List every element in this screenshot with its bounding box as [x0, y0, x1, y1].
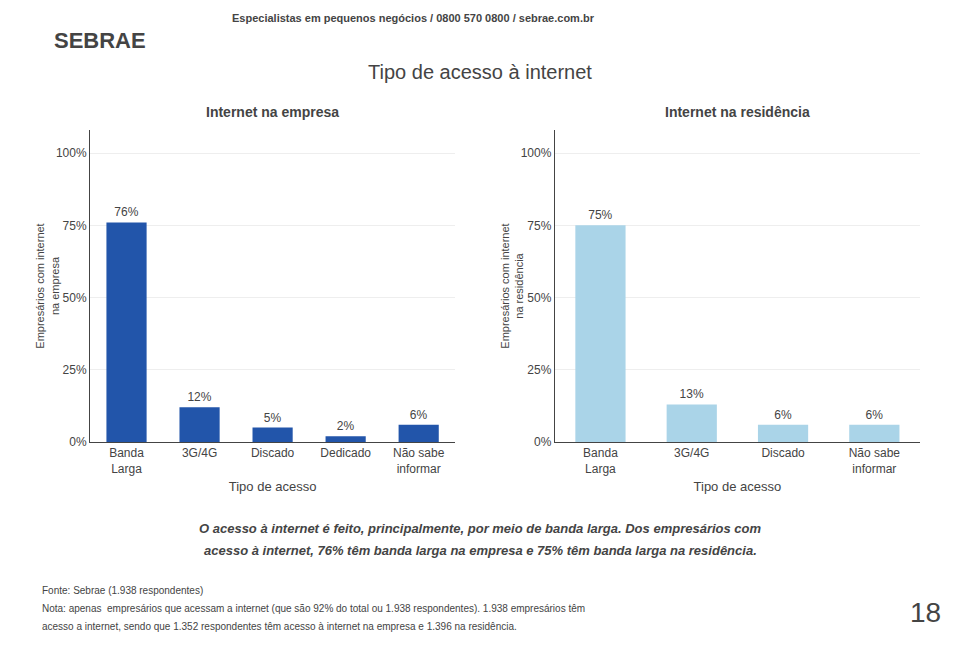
svg-text:Empresários com internetna emp: Empresários com internetna empresa — [34, 223, 60, 348]
svg-text:O acesso à internet é feito, p: O acesso à internet é feito, principalme… — [199, 521, 762, 536]
svg-text:75%: 75% — [588, 208, 612, 222]
svg-text:Dedicado: Dedicado — [320, 446, 371, 460]
svg-text:Tipo de acesso: Tipo de acesso — [694, 479, 782, 494]
svg-text:75%: 75% — [63, 219, 87, 233]
svg-text:BandaLarga: BandaLarga — [583, 446, 618, 476]
svg-text:25%: 25% — [527, 363, 551, 377]
svg-text:50%: 50% — [63, 291, 87, 305]
svg-text:SEBRAE: SEBRAE — [54, 28, 146, 53]
svg-text:100%: 100% — [521, 146, 552, 160]
svg-text:76%: 76% — [114, 205, 138, 219]
svg-text:18: 18 — [910, 597, 941, 628]
svg-text:25%: 25% — [63, 363, 87, 377]
svg-text:Tipo de acesso: Tipo de acesso — [229, 479, 317, 494]
svg-text:6%: 6% — [774, 408, 792, 422]
svg-text:Não sabeinformar: Não sabeinformar — [849, 446, 901, 476]
svg-text:0%: 0% — [534, 435, 552, 449]
svg-text:Empresários com internetna res: Empresários com internetna residência — [499, 223, 525, 348]
svg-text:0%: 0% — [69, 435, 87, 449]
svg-text:12%: 12% — [187, 390, 211, 404]
svg-text:acesso à internet, 76% têm ban: acesso à internet, 76% têm banda larga n… — [204, 543, 757, 558]
svg-text:100%: 100% — [56, 146, 87, 160]
svg-text:5%: 5% — [264, 411, 282, 425]
svg-text:Internet na empresa: Internet na empresa — [206, 104, 339, 120]
svg-text:Discado: Discado — [761, 446, 805, 460]
svg-text:BandaLarga: BandaLarga — [109, 446, 144, 476]
svg-text:2%: 2% — [337, 419, 355, 433]
svg-text:50%: 50% — [527, 291, 551, 305]
svg-text:3G/4G: 3G/4G — [674, 446, 709, 460]
svg-text:6%: 6% — [866, 408, 884, 422]
svg-text:13%: 13% — [680, 387, 704, 401]
svg-text:75%: 75% — [527, 219, 551, 233]
svg-text:acesso a internet, sendo que 1: acesso a internet, sendo que 1.352 respo… — [42, 621, 517, 632]
svg-text:6%: 6% — [410, 408, 428, 422]
svg-text:Discado: Discado — [251, 446, 295, 460]
svg-text:Especialistas em pequenos negó: Especialistas em pequenos negócios / 080… — [232, 12, 595, 24]
svg-text:Internet na residência: Internet na residência — [665, 104, 810, 120]
svg-text:Fonte: Sebrae (1.938 responden: Fonte: Sebrae (1.938 respondentes) — [42, 585, 203, 596]
svg-text:Não sabeinformar: Não sabeinformar — [393, 446, 445, 476]
svg-text:Tipo de acesso à internet: Tipo de acesso à internet — [368, 61, 592, 83]
svg-text:Nota: apenas empresários que: Nota: apenas empresários que acessam a i… — [42, 603, 585, 614]
svg-text:3G/4G: 3G/4G — [182, 446, 217, 460]
